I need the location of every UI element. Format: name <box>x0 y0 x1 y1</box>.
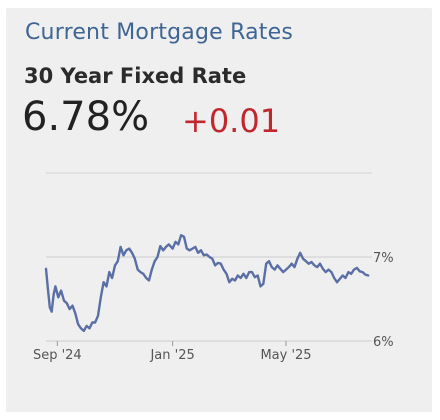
x-tick-label: Jan '25 <box>149 348 194 363</box>
y-tick-label: 7% <box>373 251 394 266</box>
mortgage-rates-card <box>6 8 432 412</box>
rate-value: 6.78% <box>22 94 150 140</box>
y-tick-label: 6% <box>373 335 394 350</box>
x-tick-label: Sep '24 <box>33 348 82 363</box>
rate-label: 30 Year Fixed Rate <box>24 64 247 88</box>
rate-change: +0.01 <box>182 102 281 140</box>
card-title: Current Mortgage Rates <box>25 20 293 45</box>
x-tick-label: May '25 <box>260 348 311 363</box>
rate-series-line <box>44 233 370 333</box>
